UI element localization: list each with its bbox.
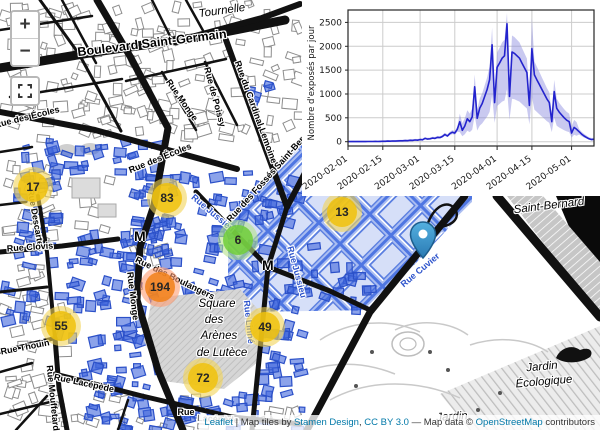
svg-text:1000: 1000 <box>319 90 342 100</box>
cluster-count: 72 <box>188 363 218 393</box>
cluster-count: 194 <box>145 272 175 302</box>
cluster-marker-194[interactable]: 194 <box>140 267 180 307</box>
cluster-marker-83[interactable]: 83 <box>147 178 187 218</box>
cluster-count: 55 <box>46 311 76 341</box>
pin-icon <box>409 221 437 259</box>
cluster-marker-17[interactable]: 17 <box>13 167 53 207</box>
attribution-text: | <box>233 417 241 428</box>
svg-text:2500: 2500 <box>319 18 342 28</box>
cluster-marker-72[interactable]: 72 <box>183 358 223 398</box>
zoom-in-button[interactable]: + <box>12 12 38 38</box>
openstreetmap-link[interactable]: OpenStreetMap <box>476 417 543 428</box>
stamen-design-link[interactable]: Stamen Design <box>294 417 359 428</box>
location-pin-marker[interactable] <box>409 221 437 264</box>
fullscreen-control <box>10 76 40 106</box>
svg-text:2000: 2000 <box>319 42 342 52</box>
zoom-control: + − <box>10 10 40 67</box>
cluster-count: 6 <box>223 225 253 255</box>
svg-text:500: 500 <box>325 114 342 124</box>
svg-text:0: 0 <box>336 138 342 148</box>
fullscreen-icon <box>18 84 32 98</box>
zoom-out-button[interactable]: − <box>12 38 38 65</box>
leaflet-link[interactable]: Leaflet <box>204 417 233 428</box>
attribution-bar: Leaflet | Map tiles by Stamen Design, CC… <box>199 415 600 430</box>
cluster-marker-13[interactable]: 13 <box>322 192 362 232</box>
attribution-text: contributors <box>543 417 595 428</box>
svg-text:Nombre d'exposés par jour: Nombre d'exposés par jour <box>306 25 317 140</box>
cluster-marker-55[interactable]: 55 <box>41 306 81 346</box>
cluster-count: 13 <box>327 197 357 227</box>
cluster-count: 49 <box>250 312 280 342</box>
exposure-chart: 050010001500200025002020-02-012020-02-15… <box>302 0 600 196</box>
fullscreen-button[interactable] <box>12 78 38 104</box>
cluster-marker-49[interactable]: 49 <box>245 307 285 347</box>
cluster-marker-6[interactable]: 6 <box>218 220 258 260</box>
cluster-count: 83 <box>152 183 182 213</box>
svg-text:1500: 1500 <box>319 66 342 76</box>
attribution-text: — Map data © <box>409 417 476 428</box>
cluster-count: 17 <box>18 172 48 202</box>
cc-license-link[interactable]: CC BY 3.0 <box>364 417 409 428</box>
attribution-text: Map tiles by <box>241 417 294 428</box>
